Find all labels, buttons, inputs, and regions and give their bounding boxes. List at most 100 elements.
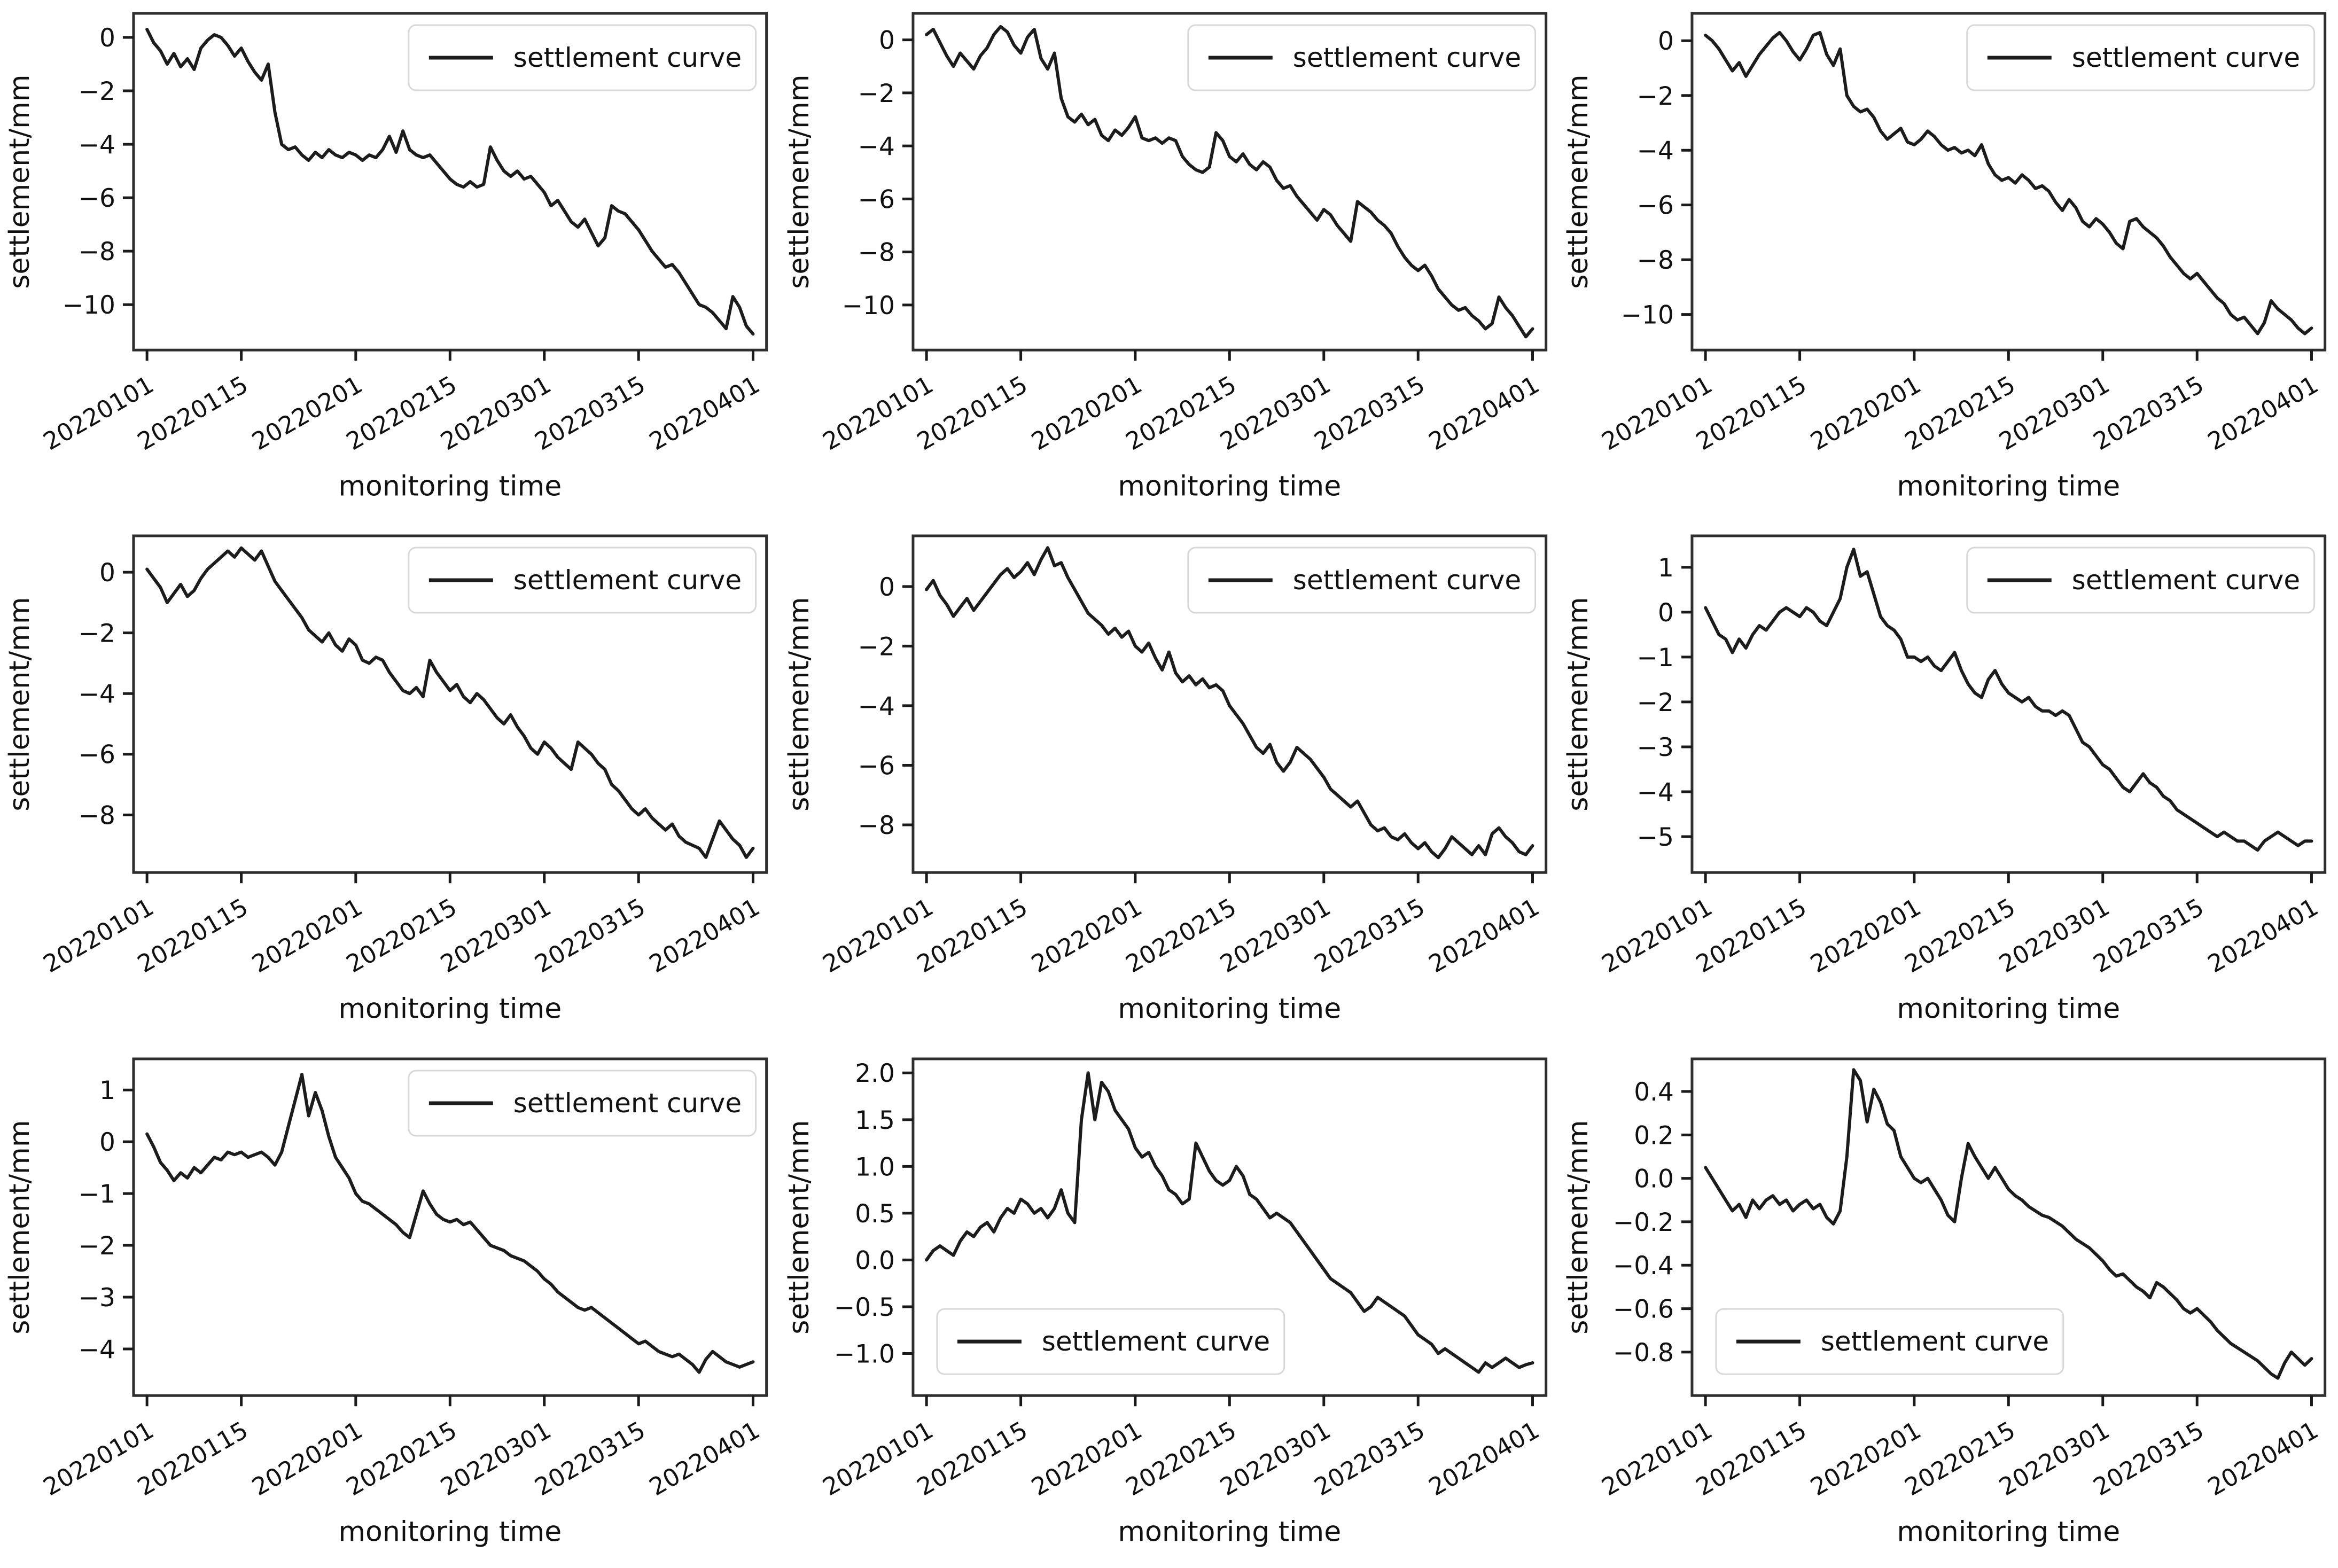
y-axis-label: settlement/mm — [1562, 597, 1594, 812]
chart-cell-row3-col1: 1 0 −1 −2 −3 −4 20220101 20220115 20220201 202202… — [0, 1046, 780, 1568]
settlement-curve-line — [1704, 30, 2313, 336]
x-axis-label: monitoring time — [1118, 1516, 1341, 1548]
x-axis-label: monitoring time — [1897, 993, 2121, 1025]
x-axis-label: monitoring time — [338, 1516, 562, 1548]
y-axis-label: settlement/mm — [783, 1120, 815, 1334]
chart-cell-row3-col2: 2.0 1.5 1.0 0.5 0.0 −0.5 −1.0 20220101 20220115 2… — [780, 1046, 1559, 1568]
chart-cell-row1-col2: 0 −2 −4 −6 −8 −10 20220101 20220115 20220201 2022… — [780, 0, 1559, 522]
settlement-chart-9: 0.40.20.0−0.2−0.4−0.6−0.8202201012022011… — [1562, 1057, 2327, 1548]
y-tick-label: −4 — [1637, 778, 1674, 807]
y-tick-label: 0.4 — [1634, 1078, 1674, 1107]
legend: settlement curve — [1715, 1308, 2064, 1375]
chart-cell-row1-col1: 0 −2 −4 −6 −8 −10 20220101 20220115 20220201 2022… — [0, 0, 780, 522]
y-tick-label: 0.5 — [855, 1199, 895, 1229]
legend: settlement curve — [1966, 547, 2316, 614]
x-tick-label: 20220401 — [2203, 893, 2323, 978]
y-tick-label: −0.4 — [1613, 1251, 1674, 1281]
x-tick-label: 20220401 — [644, 1416, 765, 1501]
y-tick-label: −3 — [1637, 733, 1674, 762]
y-tick-label: −6 — [79, 184, 115, 213]
y-tick-label: −0.2 — [1613, 1208, 1674, 1237]
legend-box — [936, 1308, 1285, 1375]
y-tick-label: −6 — [858, 185, 894, 214]
settlement-chart-2: 0−2−4−6−8−102022010120220115202202012022… — [783, 12, 1547, 502]
y-tick-label: −2 — [79, 77, 115, 106]
legend: settlement curve — [408, 547, 757, 614]
y-tick-label: −2 — [79, 619, 115, 649]
x-tick-label: 20220401 — [1424, 370, 1544, 456]
y-tick-label: −6 — [79, 740, 115, 770]
settlement-chart-6: 10−1−2−3−4−52022010120220115202202012022… — [1562, 534, 2327, 1025]
legend-box — [1715, 1308, 2064, 1375]
settlement-chart-1: 0−2−4−6−8−102022010120220115202202012022… — [4, 12, 768, 502]
legend-label: settlement curve — [1821, 1326, 2049, 1357]
settlement-curve-line — [1704, 1067, 2313, 1380]
y-tick-label: −0.6 — [1613, 1294, 1674, 1324]
y-tick-label: 0.0 — [1634, 1164, 1674, 1193]
y-axis-label: settlement/mm — [1562, 74, 1594, 288]
y-tick-label: 0 — [879, 573, 895, 602]
chart-cell-row2-col2: 0 −2 −4 −6 −8 20220101 20220115 20220201 2022021… — [780, 522, 1559, 1045]
settlement-chart-5: 0−2−4−6−82022010120220115202202012022021… — [783, 534, 1547, 1025]
legend: settlement curve — [936, 1308, 1285, 1375]
y-tick-label: 0 — [99, 24, 115, 53]
x-tick-label: 20220401 — [1424, 1416, 1544, 1501]
y-tick-label: −2 — [1637, 688, 1674, 717]
legend: settlement curve — [408, 24, 757, 91]
y-tick-label: −8 — [858, 811, 894, 840]
legend: settlement curve — [408, 1070, 757, 1137]
settlement-chart-4: 0−2−4−6−82022010120220115202202012022021… — [4, 534, 768, 1025]
y-tick-label: 0.2 — [1634, 1121, 1674, 1150]
settlement-chart-8: 2.01.51.00.50.0−0.5−1.020220101202201152… — [783, 1057, 1547, 1548]
y-tick-label: 1.5 — [855, 1105, 895, 1135]
y-tick-label: −2 — [79, 1231, 115, 1261]
y-axis-label: settlement/mm — [783, 597, 815, 812]
chart-cell-row1-col3: 0 −2 −4 −6 −8 −10 20220101 20220115 20220201 2022… — [1558, 0, 2338, 522]
x-tick-label: 20220401 — [2203, 1416, 2323, 1501]
y-tick-label: 0 — [99, 558, 115, 588]
y-tick-label: −6 — [1637, 191, 1674, 221]
legend-box — [1187, 24, 1536, 91]
settlement-curve-line — [145, 1072, 755, 1374]
y-tick-label: −2 — [858, 79, 894, 108]
y-tick-label: 1.0 — [855, 1152, 895, 1182]
y-axis-label: settlement/mm — [4, 597, 36, 812]
x-axis-label: monitoring time — [1897, 470, 2121, 502]
legend-label: settlement curve — [1292, 42, 1521, 73]
y-tick-label: −2 — [858, 633, 894, 662]
y-axis-label: settlement/mm — [1562, 1120, 1594, 1334]
y-tick-label: 1 — [99, 1076, 115, 1105]
legend-label: settlement curve — [513, 565, 742, 596]
y-tick-label: −4 — [79, 1335, 115, 1364]
y-tick-label: −3 — [79, 1283, 115, 1313]
y-tick-label: 0 — [99, 1128, 115, 1157]
legend-label: settlement curve — [2072, 42, 2300, 73]
y-tick-label: −8 — [79, 237, 115, 267]
legend-label: settlement curve — [1292, 565, 1521, 596]
y-tick-label: 0 — [1658, 27, 1674, 56]
y-tick-label: −0.8 — [1613, 1338, 1674, 1368]
legend-label: settlement curve — [513, 1088, 742, 1119]
legend-label: settlement curve — [1042, 1326, 1270, 1357]
y-tick-label: 0 — [1658, 598, 1674, 628]
y-tick-label: −4 — [1637, 136, 1674, 166]
y-tick-label: −0.5 — [833, 1293, 894, 1322]
legend: settlement curve — [1187, 24, 1536, 91]
settlement-curve-line — [924, 1071, 1534, 1374]
legend-box — [1966, 24, 2316, 91]
x-axis-label: monitoring time — [1118, 470, 1341, 502]
y-tick-label: −6 — [858, 752, 894, 781]
x-tick-label: 20220401 — [2203, 370, 2323, 456]
y-tick-label: −10 — [1621, 301, 1674, 330]
y-tick-label: −4 — [858, 132, 894, 161]
settlement-chart-3: 0−2−4−6−8−102022010120220115202202012022… — [1562, 12, 2327, 502]
y-tick-label: 2.0 — [855, 1059, 895, 1088]
y-tick-label: −4 — [79, 130, 115, 160]
y-tick-label: −1 — [79, 1180, 115, 1209]
legend-box — [408, 24, 757, 91]
settlement-curve-line — [1704, 548, 2313, 852]
y-tick-label: −10 — [63, 291, 115, 320]
settlement-curve-line — [924, 25, 1534, 339]
legend-box — [1966, 547, 2316, 614]
